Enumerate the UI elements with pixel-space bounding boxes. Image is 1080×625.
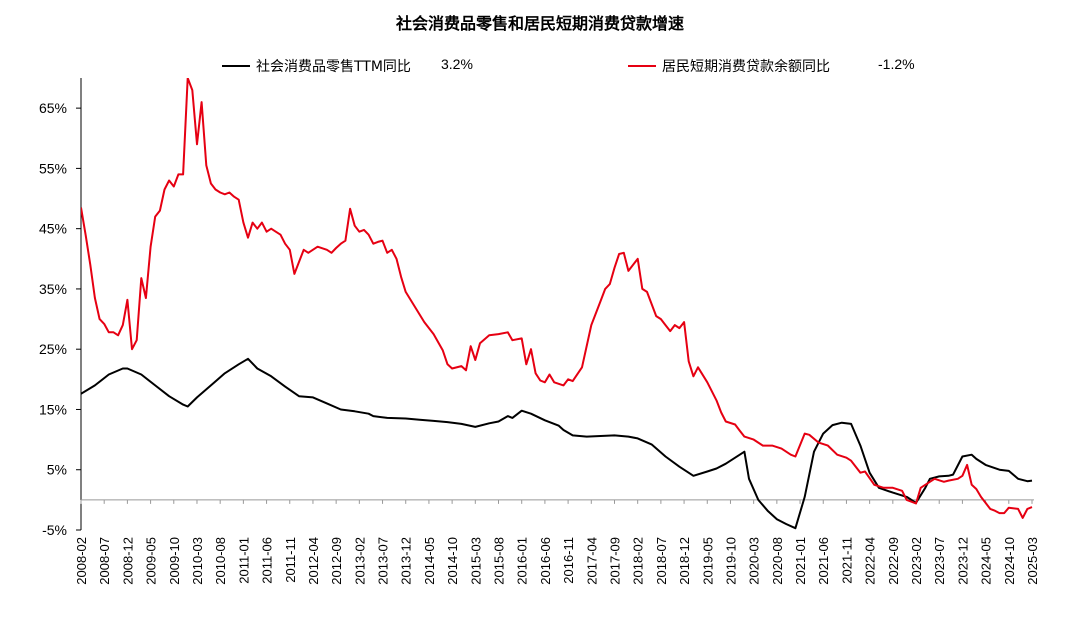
x-tick-label: 2020-03 [747, 537, 762, 585]
x-tick-label: 2017-09 [607, 537, 622, 585]
y-tick-label: 25% [39, 341, 67, 357]
x-tick-label: 2010-08 [213, 537, 228, 585]
x-tick-label: 2018-12 [677, 537, 692, 585]
x-tick-label: 2018-02 [631, 537, 646, 585]
x-tick-label: 2009-10 [167, 537, 182, 585]
x-tick-label: 2011-06 [260, 537, 275, 584]
y-tick-label: 55% [39, 160, 67, 176]
y-tick-label: 5% [47, 462, 67, 478]
x-tick-label: 2025-03 [1025, 537, 1040, 585]
x-tick-label: 2012-04 [306, 537, 321, 585]
x-tick-label: 2013-07 [376, 537, 391, 585]
x-tick-label: 2008-07 [97, 537, 112, 585]
x-tick-label: 2018-07 [654, 537, 669, 585]
x-tick-label: 2023-12 [955, 537, 970, 585]
chart-title: 社会消费品零售和居民短期消费贷款增速 [395, 14, 684, 33]
x-tick-label: 2019-10 [723, 537, 738, 585]
x-tick-label: 2021-11 [839, 537, 854, 584]
x-tick-label: 2010-03 [190, 537, 205, 585]
x-tick-label: 2009-05 [144, 537, 159, 585]
series-line-consumer-loan [81, 78, 1033, 519]
x-tick-label: 2023-07 [932, 537, 947, 585]
x-tick-label: 2021-01 [793, 537, 808, 585]
x-tick-label: 2015-08 [492, 537, 507, 585]
x-tick-label: 2022-09 [886, 537, 901, 585]
x-tick-label: 2016-06 [538, 537, 553, 585]
x-tick-label: 2013-02 [352, 537, 367, 585]
y-tick-label: 35% [39, 281, 67, 297]
x-tick-label: 2017-04 [584, 537, 599, 585]
series-line-retail-ttm [81, 357, 1033, 530]
x-tick-label: 2024-05 [979, 537, 994, 585]
x-tick-label: 2022-04 [863, 537, 878, 585]
x-tick-label: 2023-02 [909, 537, 924, 585]
x-tick-label: 2021-06 [816, 537, 831, 585]
y-tick-label: 15% [39, 401, 67, 417]
y-tick-label: 45% [39, 221, 67, 237]
x-tick-label: 2011-11 [283, 537, 298, 583]
legend-value-retail: 3.2% [441, 56, 473, 72]
x-tick-label: 2016-11 [561, 537, 576, 584]
x-tick-label: 2024-10 [1002, 537, 1017, 585]
x-tick-label: 2008-02 [74, 537, 89, 585]
x-tick-label: 2014-10 [445, 537, 460, 585]
y-tick-label: 65% [39, 100, 67, 116]
x-tick-label: 2015-03 [468, 537, 483, 585]
y-tick-label: -5% [42, 522, 67, 538]
x-tick-label: 2012-09 [329, 537, 344, 585]
legend-label-consumer-loan: 居民短期消费贷款余额同比 [662, 59, 830, 75]
x-tick-label: 2013-12 [399, 537, 414, 585]
x-tick-label: 2014-05 [422, 537, 437, 585]
legend-swatch-consumer-loan [628, 65, 656, 67]
x-tick-label: 2011-01 [236, 537, 251, 584]
legend-swatch-retail [222, 65, 250, 67]
legend-label-retail: 社会消费品零售TTM同比 [256, 59, 411, 75]
x-tick-label: 2008-12 [120, 537, 135, 585]
legend-value-consumer-loan: -1.2% [878, 56, 915, 72]
x-tick-label: 2020-08 [770, 537, 785, 585]
x-tick-label: 2016-01 [515, 537, 530, 585]
x-tick-label: 2019-05 [700, 537, 715, 585]
